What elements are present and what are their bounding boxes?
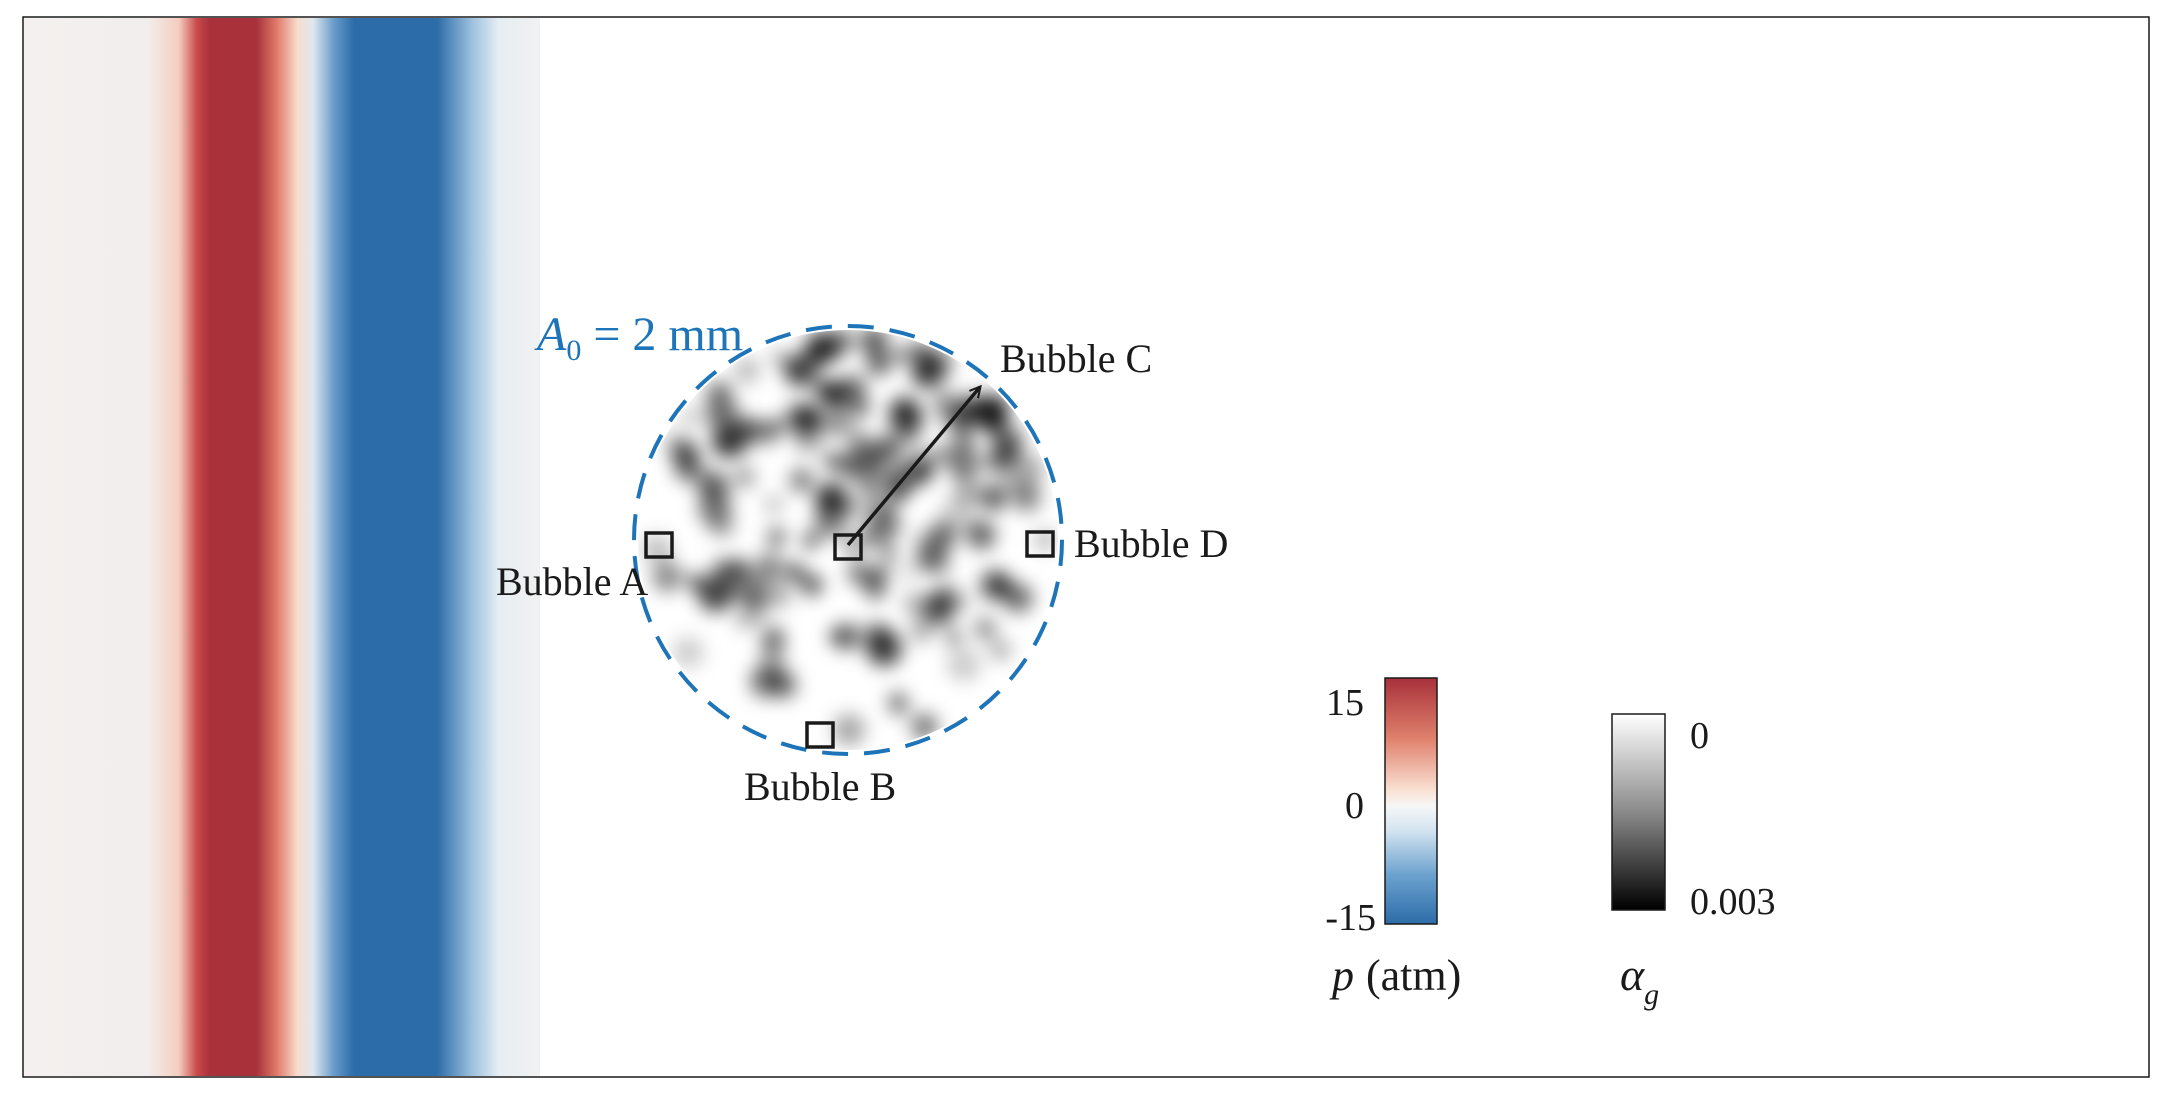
gas-blob: [973, 617, 997, 641]
gas-blob: [652, 561, 683, 592]
gas-blob: [911, 342, 929, 360]
gas-blob: [864, 516, 895, 548]
gas-blob: [742, 592, 757, 607]
gas-blob: [990, 640, 1011, 660]
gas-blob: [859, 330, 889, 356]
gas-blob: [820, 379, 848, 408]
bubble-a-marker: [644, 531, 674, 559]
pressure-colorbar: 15 0 -15 p (atm): [1325, 677, 1461, 1000]
pressure-tick-max: 15: [1326, 682, 1364, 724]
gas-blob: [980, 569, 1012, 601]
gas-blob: [902, 592, 927, 616]
gas-blob: [846, 437, 879, 469]
gas-blob: [698, 576, 734, 612]
gas-blob: [868, 623, 893, 648]
gas-blob: [764, 495, 783, 514]
gas-fraction-colorbar-label: αg: [1620, 949, 1659, 1011]
gas-blob: [730, 415, 755, 440]
gas-blob: [938, 499, 975, 536]
pressure-tick-min: -15: [1325, 897, 1376, 939]
gas-blob: [888, 396, 921, 428]
gas-blob: [880, 546, 897, 563]
gas-blob: [833, 713, 865, 746]
gas-blob: [986, 419, 1009, 441]
bubble-cloud: [642, 330, 1055, 746]
gas-blob: [1008, 452, 1044, 488]
gas-blob: [815, 485, 845, 515]
gas-blob: [853, 460, 888, 495]
bubble-center-marker: [833, 533, 863, 561]
gas-tick-max: 0.003: [1690, 881, 1776, 923]
gas-blob: [743, 606, 767, 629]
gas-blob: [734, 358, 760, 384]
bubble-c-label: Bubble C: [1000, 336, 1152, 381]
gas-blob: [911, 357, 942, 388]
gas-blob: [848, 425, 863, 440]
gas-blob: [785, 562, 805, 582]
gas-blob: [899, 564, 915, 581]
gas-blob: [934, 556, 953, 576]
gas-blob: [931, 584, 960, 612]
gas-blob: [672, 636, 705, 669]
gas-blob: [887, 518, 903, 535]
gas-blob: [824, 452, 842, 470]
pressure-wave-band: [24, 18, 540, 1076]
gas-blob: [814, 505, 846, 538]
gas-blob: [867, 351, 891, 376]
cloud-boundary-dashed-circle: [632, 324, 1064, 756]
gas-blob: [687, 573, 705, 591]
gas-blob: [833, 623, 862, 651]
gas-blob: [793, 423, 824, 453]
radius-arrow: [846, 387, 980, 547]
gas-blob: [789, 467, 815, 493]
gas-blob: [947, 647, 981, 682]
gas-fraction-colorbar-gradient: [1611, 713, 1666, 911]
gas-blob: [1034, 529, 1055, 551]
gas-blob: [909, 618, 934, 643]
gas-blob: [966, 520, 996, 550]
gas-blob: [980, 484, 1008, 512]
gas-blob: [681, 408, 700, 427]
gas-blob: [765, 626, 784, 645]
gas-blob: [827, 330, 855, 355]
amplitude-annotation: A0 = 2 mm: [534, 308, 743, 367]
gas-blob: [709, 513, 735, 539]
gas-blob: [893, 347, 910, 364]
gas-blob: [1012, 482, 1041, 512]
gas-blob: [753, 419, 780, 446]
gas-blob: [764, 580, 792, 608]
gas-blob: [933, 443, 954, 463]
gas-blob: [785, 357, 807, 378]
gas-blob: [862, 566, 887, 592]
gas-fraction-colorbar: 0 0.003 αg: [1611, 713, 1776, 1011]
bubble-d-marker: [1025, 530, 1055, 558]
bubble-d-label: Bubble D: [1074, 521, 1228, 566]
gas-blob: [749, 664, 783, 698]
gas-blob: [711, 559, 738, 585]
pressure-colorbar-label: p (atm): [1329, 951, 1461, 1000]
gas-blob: [888, 691, 908, 711]
gas-tick-min: 0: [1690, 715, 1709, 757]
gas-blob: [733, 466, 755, 488]
gas-blob: [850, 398, 871, 418]
gas-blob: [770, 349, 789, 367]
bubble-b-marker: [805, 721, 835, 749]
bubble-b-label: Bubble B: [744, 764, 896, 809]
pressure-colorbar-gradient: [1384, 677, 1438, 925]
gas-blob: [768, 534, 785, 551]
gas-blob: [953, 477, 983, 507]
gas-blob: [953, 429, 976, 451]
gas-blob: [946, 630, 961, 645]
gas-blob: [821, 406, 852, 437]
pressure-tick-zero: 0: [1345, 785, 1364, 827]
gas-blob: [802, 532, 820, 549]
gas-blob: [947, 446, 980, 480]
gas-blob: [1003, 583, 1033, 613]
gas-blob: [801, 574, 823, 596]
gas-blob: [663, 431, 685, 453]
gas-blob: [754, 553, 784, 582]
bubble-a-label: Bubble A: [496, 559, 648, 604]
